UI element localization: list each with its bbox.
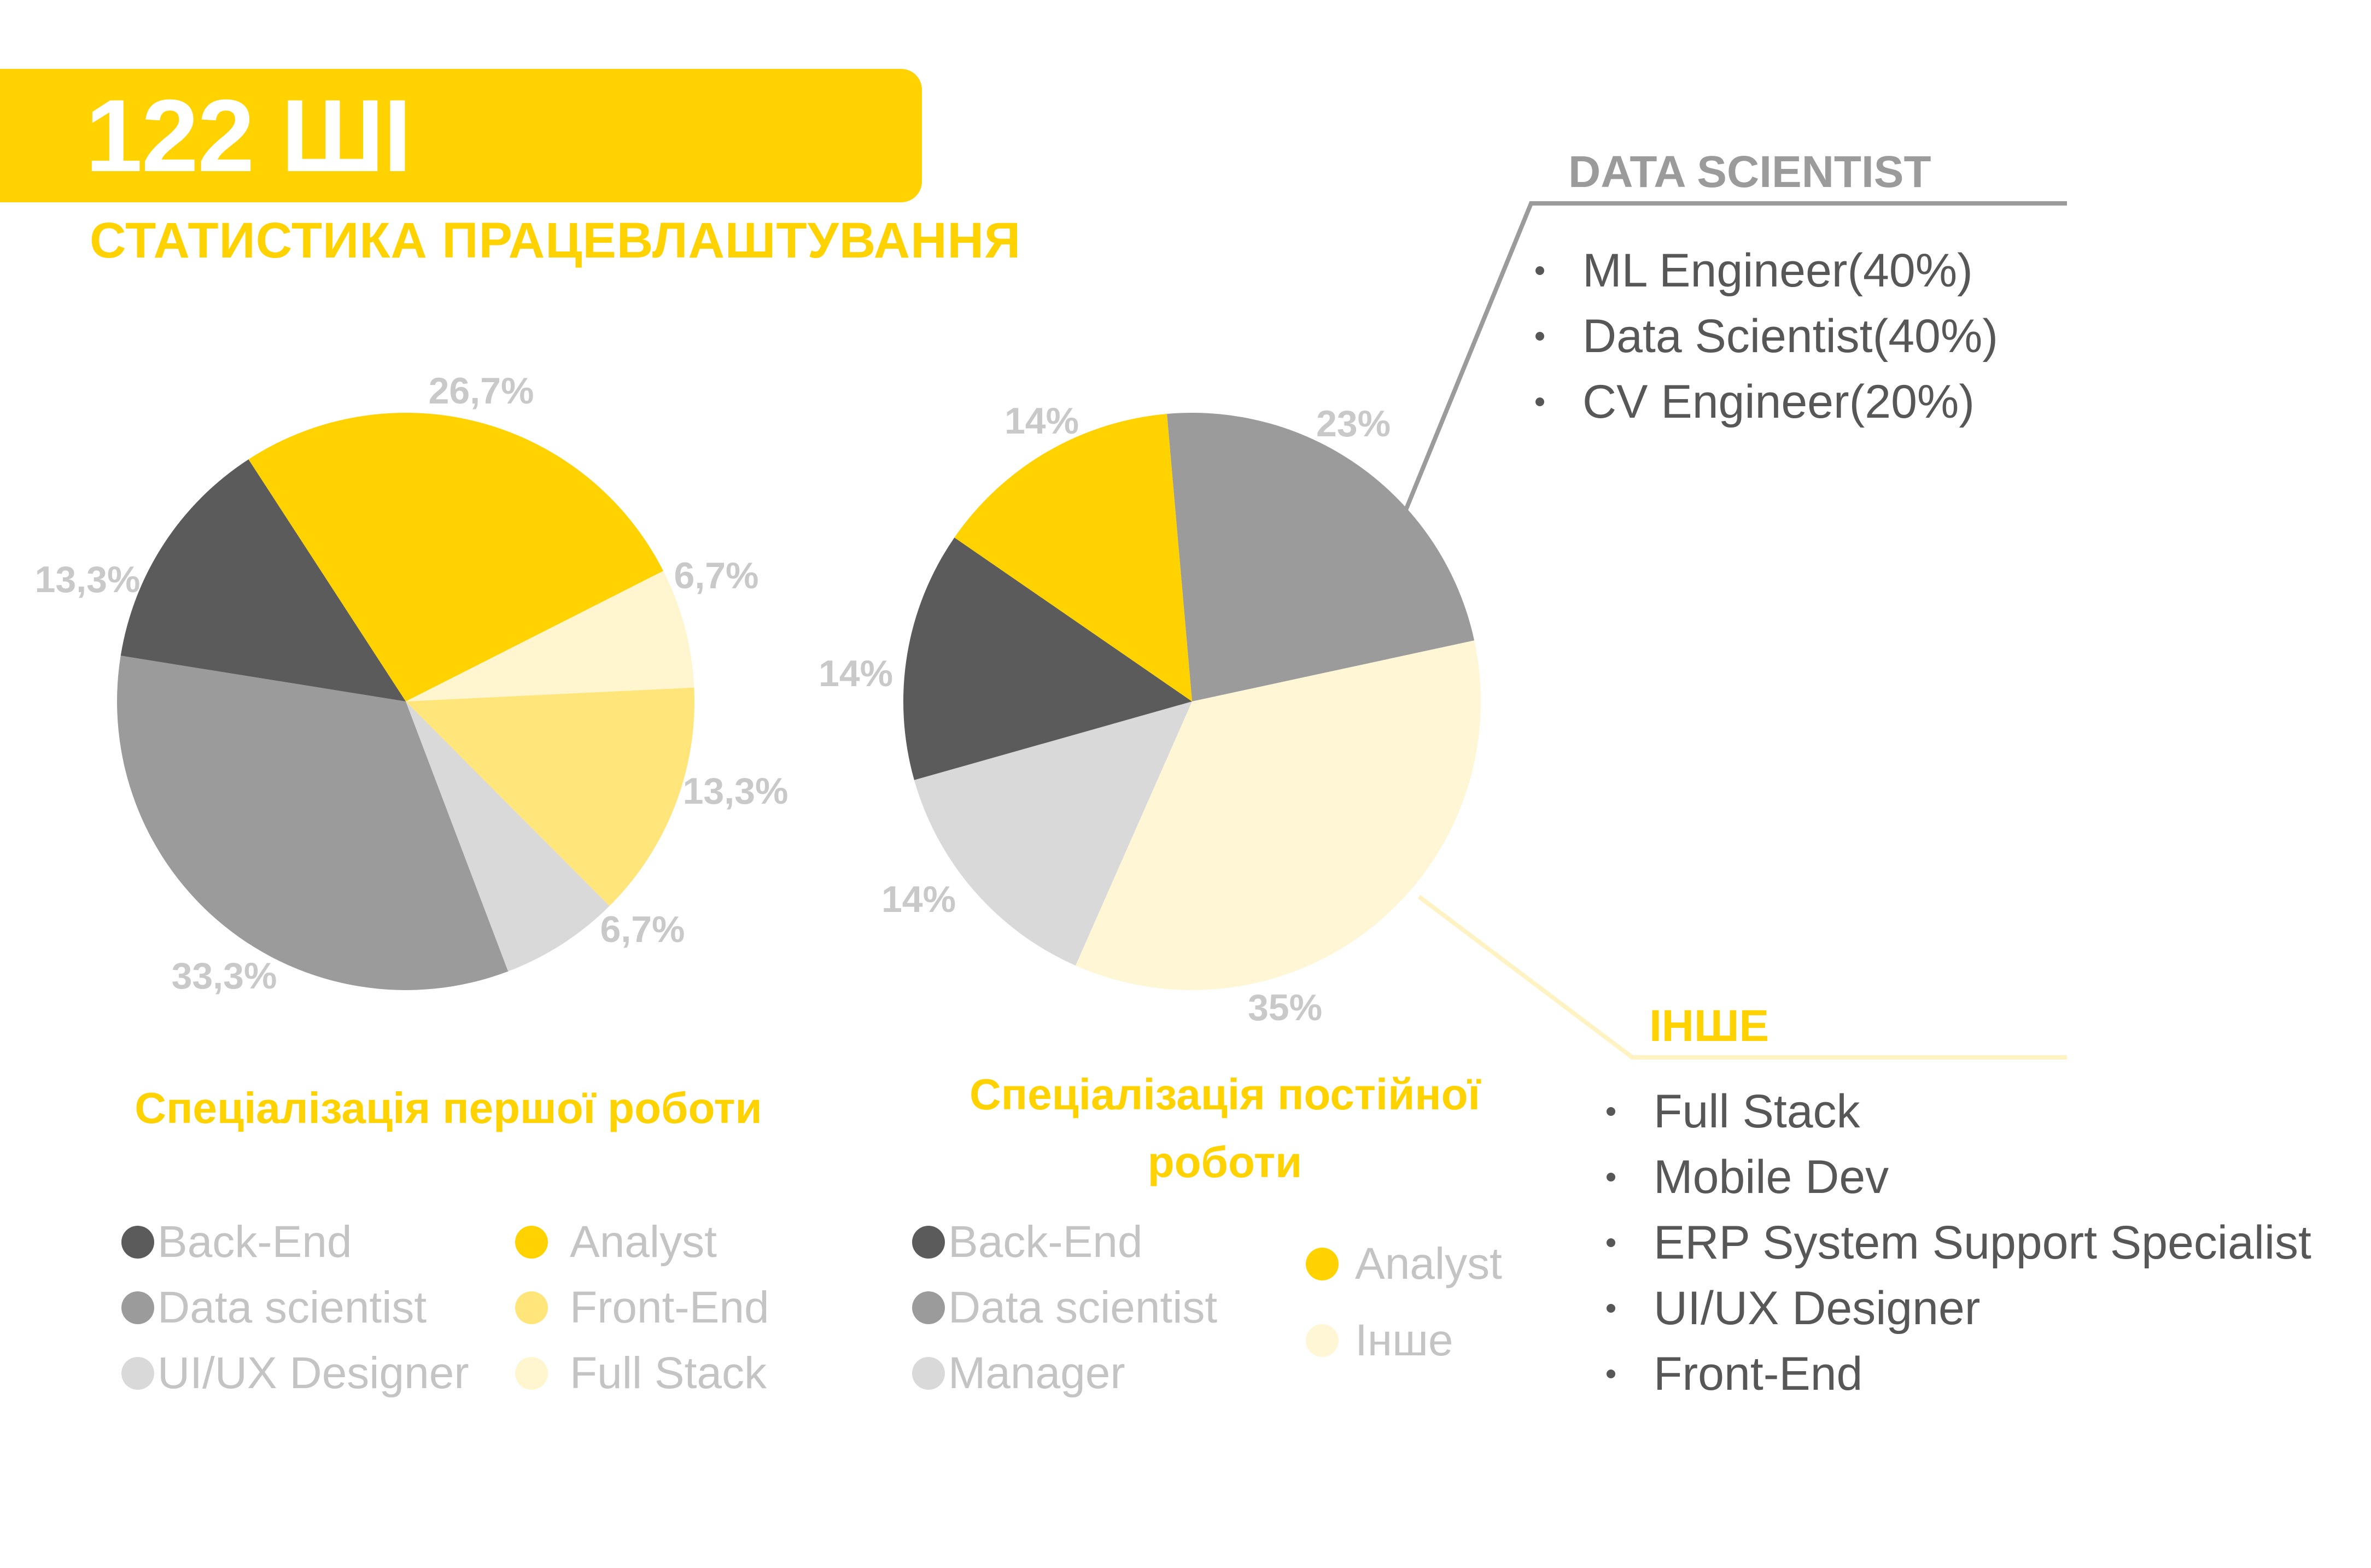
- legend-dot: [1306, 1248, 1339, 1280]
- legend-item-ui-ux: UI/UX Designer: [121, 1346, 469, 1401]
- callout-ds-item-text: Data Scientist(40%): [1582, 309, 1998, 362]
- legend-dot: [515, 1226, 548, 1259]
- legend-label: Data scientist: [948, 1283, 1218, 1332]
- legend-label: Analyst: [570, 1217, 717, 1267]
- legend-dot: [912, 1226, 945, 1259]
- pie2-label-analyst: 14%: [1004, 400, 1079, 442]
- callout-other-item-text: Full Stack: [1654, 1085, 1860, 1138]
- legend2-item-manager: Manager: [912, 1346, 1125, 1401]
- pie2-slice-analyst: [954, 414, 1192, 701]
- pie1-slice-full-stack: [406, 571, 694, 701]
- callout-ds-item-text: CV Engineer(20%): [1582, 375, 1975, 428]
- callout-other-item: UI/UX Designer: [1607, 1278, 1980, 1338]
- pie1-slice-data-scientist: [117, 656, 509, 990]
- pie1-label-front-end: 13,3%: [682, 770, 789, 812]
- legend-dot: [121, 1291, 154, 1324]
- page-subtitle: СТАТИСТИКА ПРАЦЕВЛАШТУВАННЯ: [90, 213, 1021, 268]
- pie2-label-manager: 14%: [881, 879, 956, 920]
- callout-ds-item: ML Engineer(40%): [1535, 241, 1973, 301]
- pie1-caption: Спеціалізація першої роботи: [135, 1084, 762, 1132]
- callout-other-item-text: UI/UX Designer: [1654, 1282, 1981, 1335]
- legend-dot: [1306, 1324, 1339, 1357]
- callout-data-scientist-title: DATA SCIENTIST: [1568, 147, 1931, 197]
- pie2-label-back-end: 14%: [818, 653, 893, 694]
- legend-label: UI/UX Designer: [157, 1348, 469, 1398]
- pie1-label-back-end: 13,3%: [34, 559, 141, 600]
- bullet-icon: [1607, 1304, 1615, 1313]
- callout-other-item-text: Mobile Dev: [1654, 1150, 1889, 1203]
- pie2-label-data-scientist: 23%: [1316, 403, 1391, 444]
- pie1-slice-front-end: [406, 687, 695, 906]
- legend-dot: [515, 1291, 548, 1324]
- pie1-label-data-scientist: 33,3%: [171, 955, 277, 997]
- legend-item-full-stack: Full Stack: [515, 1346, 767, 1401]
- bullet-icon: [1607, 1107, 1615, 1116]
- legend2-item-analyst: Analyst: [1306, 1237, 1502, 1291]
- pie2-slice-інше: [1075, 640, 1481, 991]
- pie1-slice-back-end: [120, 459, 406, 701]
- legend-label: Data scientist: [157, 1283, 427, 1332]
- pie1-label-ui-ux: 6,7%: [600, 909, 685, 950]
- callout-other-item: Full Stack: [1607, 1081, 1860, 1142]
- callout-ds-item: CV Engineer(20%): [1535, 372, 1975, 432]
- legend-label: Analyst: [1355, 1239, 1502, 1289]
- pie1-label-full-stack: 6,7%: [674, 555, 759, 596]
- pie2-label-other: 35%: [1247, 987, 1323, 1028]
- legend-label: Інше: [1355, 1315, 1453, 1365]
- pie2-slice-manager: [914, 701, 1192, 966]
- legend-item-front-end: Front-End: [515, 1280, 769, 1335]
- callout-ds-item-text: ML Engineer(40%): [1582, 244, 1973, 297]
- callout-other-item: Front-End: [1607, 1344, 1862, 1404]
- legend-dot: [515, 1357, 548, 1390]
- legend-label: Back-End: [157, 1217, 352, 1267]
- pie1-slice-analyst: [248, 412, 663, 701]
- legend-item-data-scientist: Data scientist: [121, 1280, 427, 1335]
- bullet-icon: [1607, 1238, 1615, 1247]
- callout-other-item-text: ERP System Support Specialist: [1654, 1216, 2311, 1269]
- legend2-item-back-end: Back-End: [912, 1215, 1143, 1269]
- legend-label: Front-End: [570, 1283, 769, 1332]
- other-connector: [1417, 894, 2067, 1060]
- legend2-item-other: Інше: [1306, 1313, 1453, 1368]
- legend-dot: [912, 1357, 945, 1390]
- callout-other-item: Mobile Dev: [1607, 1147, 1889, 1207]
- pie2-caption: Спеціалізація постійної роботи: [970, 1070, 1480, 1186]
- pie2-slice-back-end: [903, 537, 1192, 780]
- callout-other-item-text: Front-End: [1654, 1347, 1863, 1400]
- bullet-icon: [1607, 1173, 1615, 1181]
- title-banner: [0, 69, 922, 202]
- legend-label: Full Stack: [570, 1348, 767, 1398]
- legend2-item-data-scientist: Data scientist: [912, 1280, 1217, 1335]
- callout-other-item: ERP System Support Specialist: [1607, 1213, 2311, 1273]
- pie1-label-analyst: 26,7%: [428, 370, 534, 412]
- legend-label: Manager: [948, 1348, 1125, 1398]
- pie1-slice-ui-ux-designer: [406, 701, 610, 972]
- legend-item-analyst: Analyst: [515, 1215, 717, 1269]
- bullet-icon: [1535, 332, 1544, 341]
- legend-dot: [121, 1357, 154, 1390]
- data-scientist-connector: [1403, 201, 2067, 512]
- bullet-icon: [1535, 397, 1544, 406]
- callout-ds-item: Data Scientist(40%): [1535, 306, 1998, 366]
- bullet-icon: [1607, 1370, 1615, 1378]
- legend-label: Back-End: [948, 1217, 1143, 1267]
- page-title: 122 ШІ: [85, 78, 412, 193]
- bullet-icon: [1535, 266, 1544, 275]
- legend-item-back-end: Back-End: [121, 1215, 352, 1269]
- callout-other-title: ІНШЕ: [1649, 1001, 1770, 1051]
- legend-dot: [121, 1226, 154, 1259]
- legend-dot: [912, 1291, 945, 1324]
- pie2-slice-data-scientist: [1167, 412, 1475, 701]
